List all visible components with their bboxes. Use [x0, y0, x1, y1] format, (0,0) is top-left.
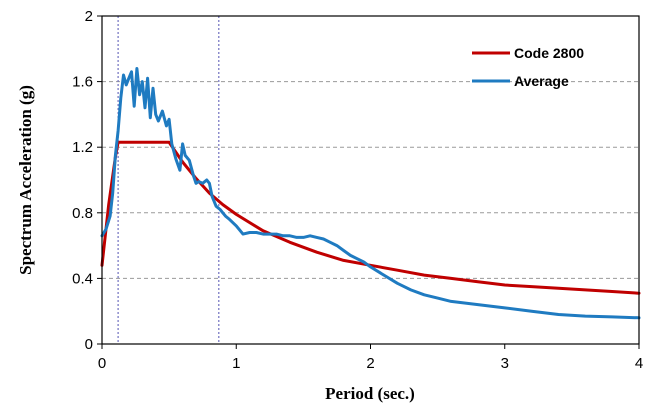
- x-axis-title: Period (sec.): [325, 384, 415, 403]
- series-group: [100, 67, 641, 320]
- x-tick-label: 1: [232, 355, 240, 372]
- legend-label: Code 2800: [514, 45, 584, 61]
- y-tick-label: 1.2: [72, 139, 93, 156]
- x-tick-label: 3: [501, 355, 509, 372]
- x-tick-labels: 0 1 2 3 4: [98, 344, 643, 372]
- y-tick-label: 0.4: [72, 270, 93, 287]
- legend-label: Average: [514, 73, 569, 89]
- y-tick-label: 0: [85, 336, 93, 353]
- x-tick-label: 0: [98, 355, 106, 372]
- code-2800-line: [100, 140, 641, 295]
- reference-lines: [117, 16, 220, 344]
- y-tick-label: 0.8: [72, 205, 93, 222]
- grid-lines: [102, 81, 639, 279]
- y-tick-label: 1.6: [72, 74, 93, 91]
- x-tick-label: 4: [635, 355, 643, 372]
- plot-area-border: [101, 15, 640, 345]
- y-axis-title: Spectrum Acceleration (g): [16, 85, 35, 275]
- x-tick-label: 2: [366, 355, 374, 372]
- y-tick-labels: 0 0.4 0.8 1.2 1.6 2: [72, 8, 102, 353]
- legend: Code 2800 Average: [472, 45, 584, 89]
- y-tick-label: 2: [85, 8, 93, 25]
- average-line: [100, 67, 641, 320]
